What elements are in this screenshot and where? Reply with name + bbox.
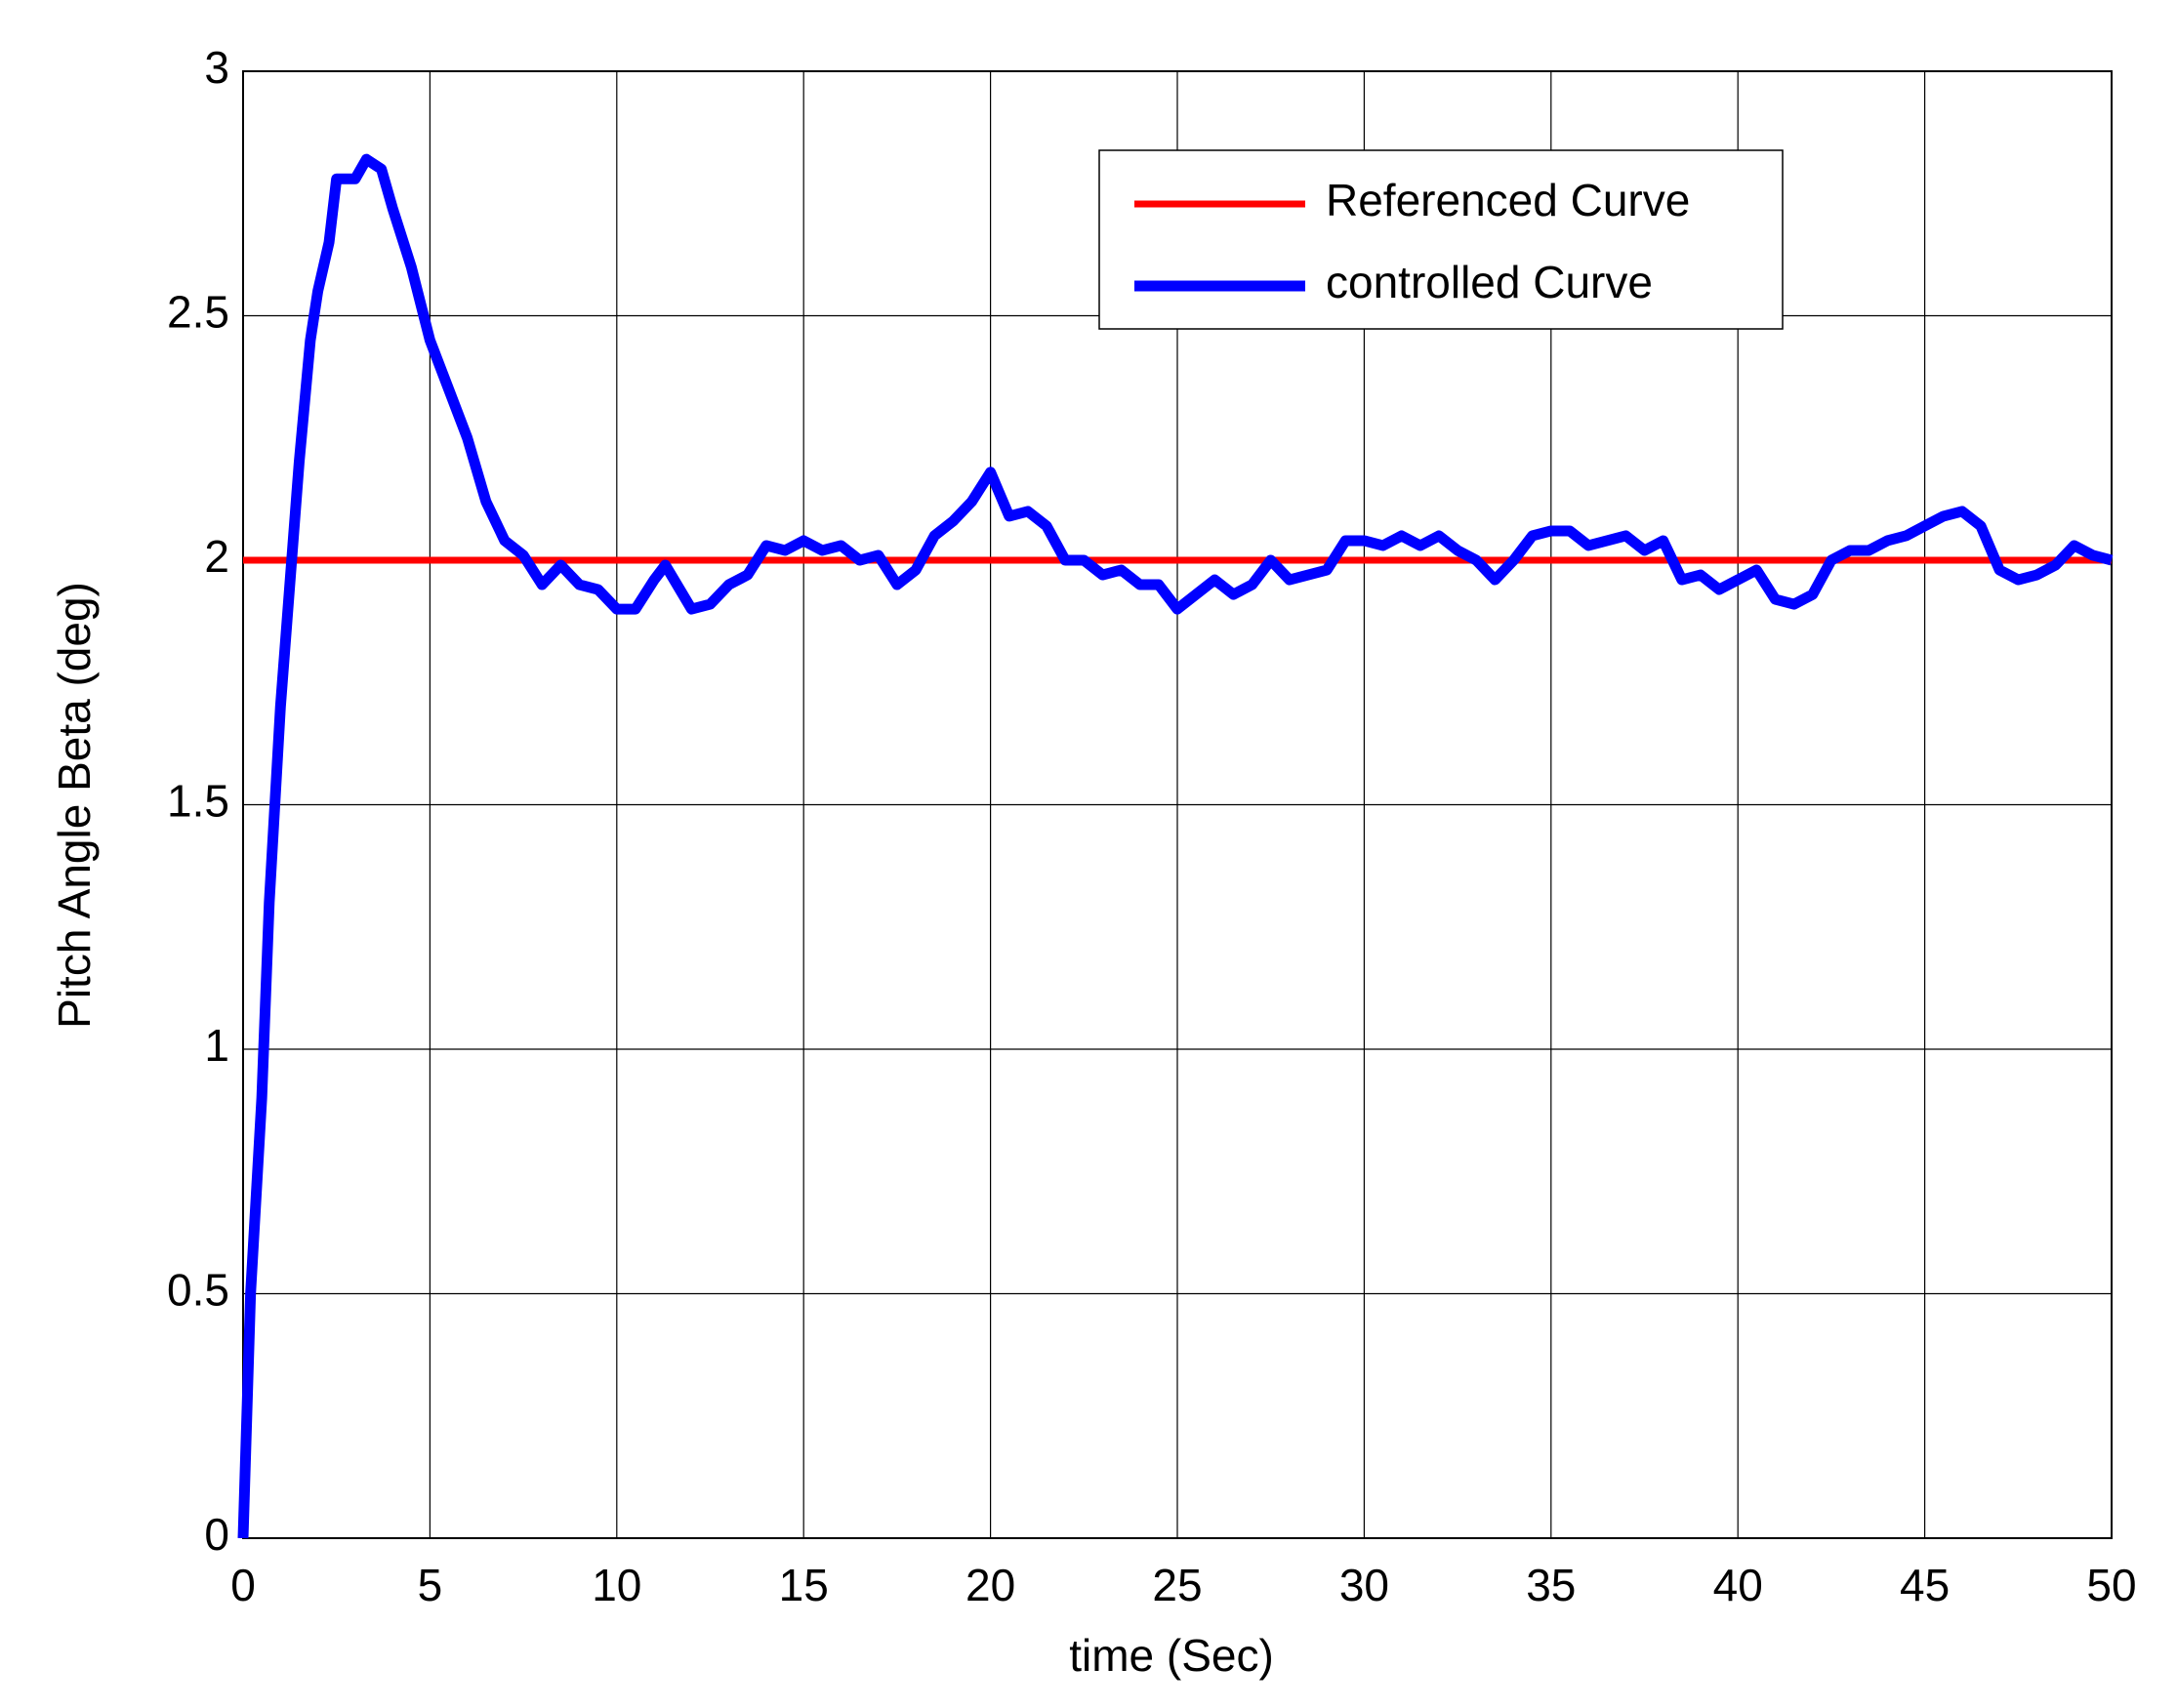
x-tick-label: 0 [230,1560,256,1610]
legend-box [1098,149,1784,330]
legend-label: Referenced Curve [1326,175,1690,225]
x-tick-label: 5 [418,1560,443,1610]
x-tick-label: 45 [1900,1560,1950,1610]
x-tick-label: 25 [1152,1560,1202,1610]
x-tick-label: 40 [1713,1560,1763,1610]
y-tick-label: 1 [204,1020,229,1071]
y-tick-label: 3 [204,42,229,93]
data-line [237,153,2114,1539]
y-tick-label: 2 [204,531,229,582]
y-tick-label: 0.5 [167,1265,229,1316]
x-tick-label: 30 [1339,1560,1389,1610]
x-tick-label: 15 [779,1560,829,1610]
x-tick-label: 10 [592,1560,641,1610]
x-tick-label: 50 [2086,1560,2136,1610]
x-tick-label: 35 [1526,1560,1576,1610]
y-tick-label: 1.5 [167,776,229,827]
x-axis-label: time (Sec) [1069,1630,1274,1681]
x-tick-label: 20 [965,1560,1015,1610]
axes-frame [242,70,2113,1539]
y-axis-label: Pitch Angle Beta (deg) [49,582,100,1029]
y-tick-label: 2.5 [167,287,229,338]
legend-label: controlled Curve [1326,257,1653,307]
y-tick-label: 0 [204,1509,229,1560]
